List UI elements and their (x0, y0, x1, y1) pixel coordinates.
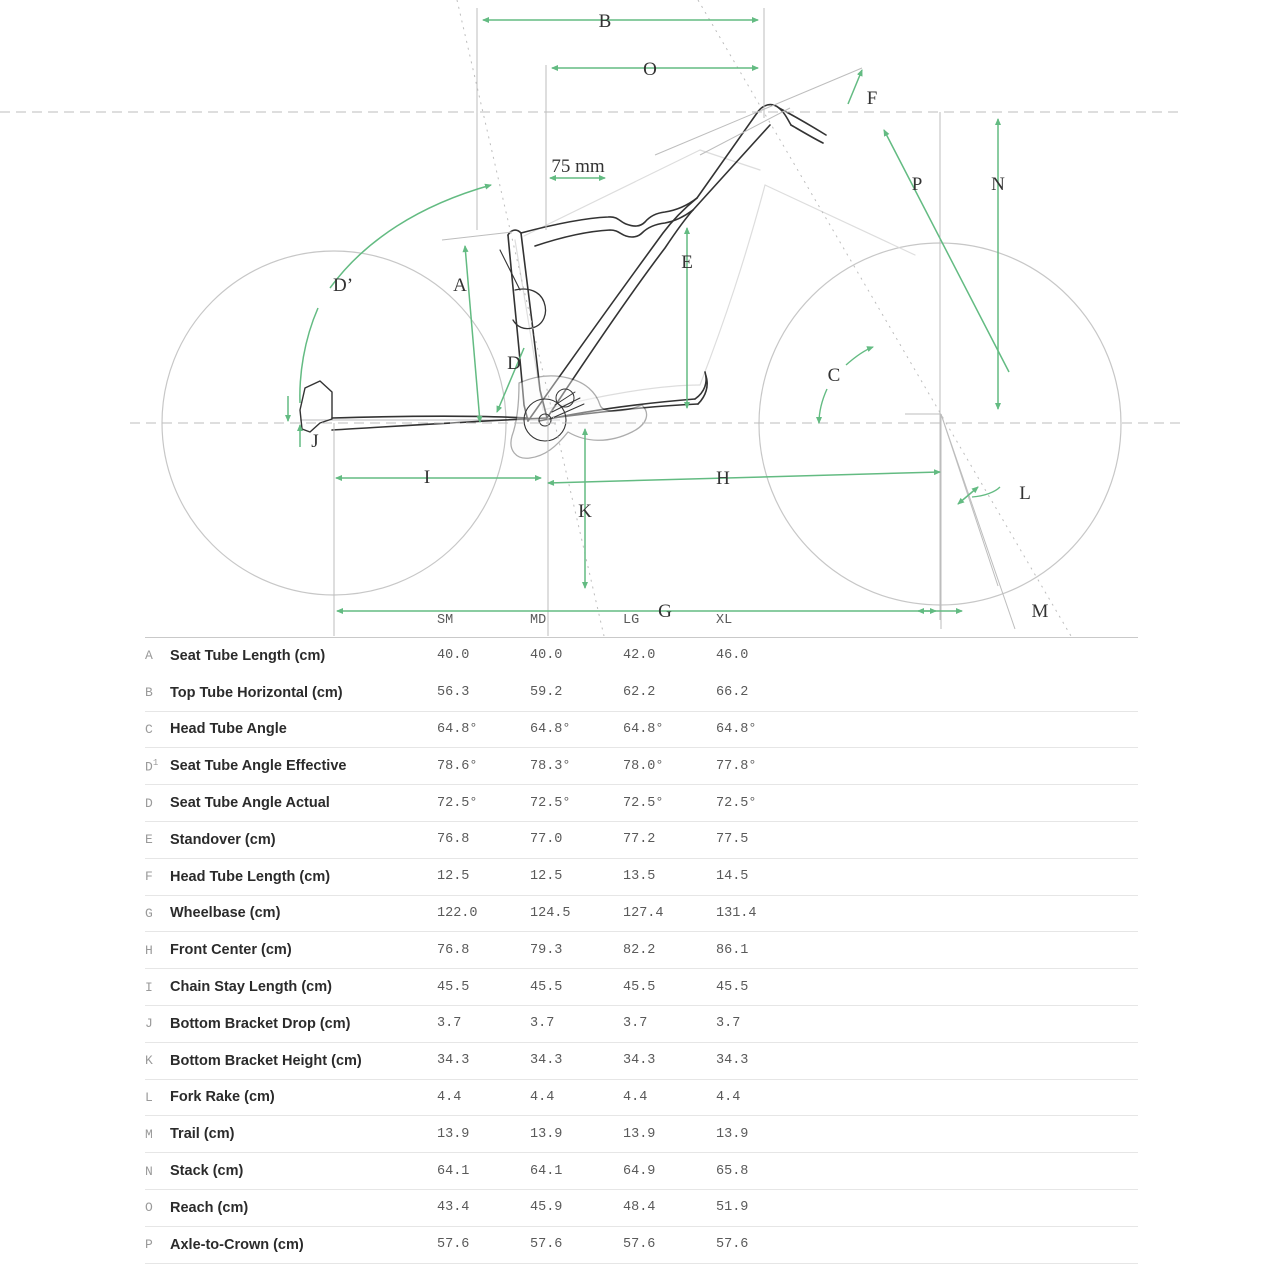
svg-text:J: J (311, 431, 318, 452)
svg-text:75 mm: 75 mm (551, 156, 605, 177)
svg-text:C: C (828, 365, 841, 386)
svg-text:O: O (643, 59, 657, 80)
svg-text:K: K (578, 501, 592, 522)
svg-text:E: E (681, 252, 693, 273)
svg-text:L: L (1019, 483, 1031, 504)
svg-text:P: P (912, 174, 923, 195)
svg-text:N: N (991, 174, 1005, 195)
svg-text:I: I (424, 467, 430, 488)
svg-text:A: A (453, 275, 467, 296)
svg-text:D: D (507, 353, 521, 374)
svg-text:F: F (867, 88, 878, 109)
svg-text:D’: D’ (333, 275, 353, 296)
svg-text:H: H (716, 468, 730, 489)
svg-text:B: B (599, 11, 612, 32)
